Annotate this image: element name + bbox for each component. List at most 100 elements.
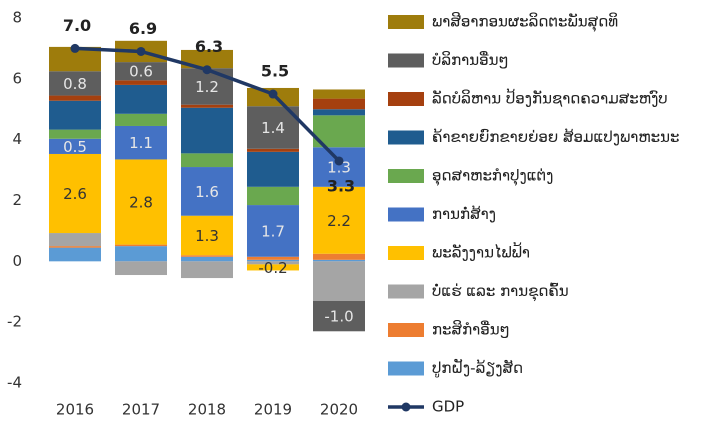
bar-segment (115, 84, 167, 114)
legend-swatch (388, 169, 424, 183)
legend-label: ລັດບໍລິຫານ ປ້ອງກັນຊາດຄວາມສະຫງົບ (432, 87, 668, 108)
legend-swatch (388, 246, 424, 260)
bar-segment (181, 153, 233, 168)
bar-segment (115, 62, 167, 81)
legend-swatch (388, 15, 424, 29)
gdp-point (202, 65, 212, 75)
bar-segment (49, 246, 101, 248)
legend-label: ຄ້າຂາຍຍົກຂາຍຍ່ອຍ ສ້ອມແປງພາຫະນະ (432, 127, 680, 146)
data-label: 2.8 (129, 194, 153, 212)
legend-swatch (388, 130, 424, 145)
bar-segment (49, 233, 101, 247)
legend-label: ກະສິກຳອື່ນໆ (432, 319, 510, 338)
bar-segment (313, 259, 365, 262)
gdp-label: 5.5 (261, 62, 289, 81)
bar-segment (247, 264, 299, 271)
gdp-point (334, 156, 344, 166)
bar-segment (247, 148, 299, 152)
legend-swatch (388, 207, 424, 222)
legend-swatch (388, 92, 424, 106)
bar-segment (115, 261, 167, 276)
y-tick-label: 2 (12, 191, 22, 209)
legend-swatch (388, 323, 424, 337)
bar-segment (49, 95, 101, 101)
bar-segment (247, 205, 299, 257)
bar-segment (247, 259, 299, 262)
legend-label: GDP (432, 398, 464, 416)
legend-label: ພະລັງງານໄຟຟ້າ (432, 241, 530, 262)
legend-label: ການກໍ່ສ້າງ (432, 204, 496, 223)
bar-segment (313, 261, 365, 301)
bar-segment (181, 104, 233, 108)
bar-segment (49, 71, 101, 96)
data-label: 1.4 (261, 119, 285, 137)
bar-segment (181, 49, 233, 69)
legend-label: ບໍ່ແຮ່ ແລະ ການຂຸດຄົ້ນ (432, 281, 569, 302)
legend-swatch (388, 361, 424, 376)
data-label: -1.0 (324, 308, 353, 326)
data-label: 2.2 (327, 212, 351, 230)
y-tick-label: -4 (7, 374, 22, 392)
y-tick-label: 4 (12, 130, 22, 148)
bar-segment (313, 147, 365, 187)
data-label: 0.6 (129, 63, 153, 81)
bar-segment (247, 261, 299, 265)
data-label: 0.5 (63, 138, 87, 156)
legend-label: ພາສີອາກອນຜະລິດຕະພັນສຸດທິ (432, 11, 618, 32)
bar-segment (49, 247, 101, 262)
data-label: 2.6 (63, 185, 87, 203)
y-tick-label: 0 (12, 252, 22, 270)
gdp-label: 7.0 (63, 16, 91, 35)
bar-segment (181, 261, 233, 279)
bar-segment (247, 151, 299, 187)
x-tick-label: 2016 (56, 401, 94, 419)
bar-segment (247, 256, 299, 260)
bar-segment (313, 300, 365, 332)
legend-label: ປູກຝັງ-ລ້ຽງສັດ (432, 357, 523, 378)
x-tick-label: 2020 (320, 401, 358, 419)
bar-segment (115, 80, 167, 85)
data-label: 1.7 (261, 222, 285, 240)
legend-swatch (388, 284, 424, 299)
bar-segment (49, 153, 101, 234)
gdp-label: 6.3 (195, 37, 223, 56)
bar-segment (313, 89, 365, 99)
bar-segment (115, 246, 167, 262)
legend-marker (401, 402, 411, 412)
gdp-label: 6.9 (129, 19, 157, 38)
bar-segment (181, 167, 233, 216)
bar-segment (115, 113, 167, 126)
y-tick-label: 8 (12, 9, 22, 27)
data-label: 1.2 (195, 78, 219, 96)
bar-segment (115, 159, 167, 245)
data-label: 1.3 (327, 159, 351, 177)
gdp-point (70, 43, 80, 53)
bar-segment (181, 107, 233, 154)
gdp-point (136, 46, 146, 56)
bar-segment (115, 244, 167, 247)
bar-segment (313, 186, 365, 254)
x-tick-label: 2019 (254, 401, 292, 419)
bar-segment (313, 109, 365, 116)
bar-segment (247, 186, 299, 206)
legend-label: ບໍລິການອື່ນໆ (432, 50, 509, 69)
y-tick-label: -2 (7, 313, 22, 331)
bar-segment (313, 253, 365, 260)
bar-segment (49, 138, 101, 154)
data-label: -0.2 (258, 259, 287, 277)
data-label: 1.1 (129, 134, 153, 152)
gdp-point (268, 89, 278, 99)
legend-swatch (388, 53, 424, 68)
bar-segment (115, 125, 167, 160)
x-tick-label: 2017 (122, 401, 160, 419)
bar-segment (49, 100, 101, 130)
bar-segment (313, 98, 365, 110)
bar-segment (181, 255, 233, 257)
y-tick-label: 6 (12, 69, 22, 87)
data-label: 0.8 (63, 75, 87, 93)
bar-segment (49, 129, 101, 139)
data-label: 1.6 (195, 183, 219, 201)
bar-segment (181, 256, 233, 262)
gdp-label: 3.3 (327, 176, 355, 195)
